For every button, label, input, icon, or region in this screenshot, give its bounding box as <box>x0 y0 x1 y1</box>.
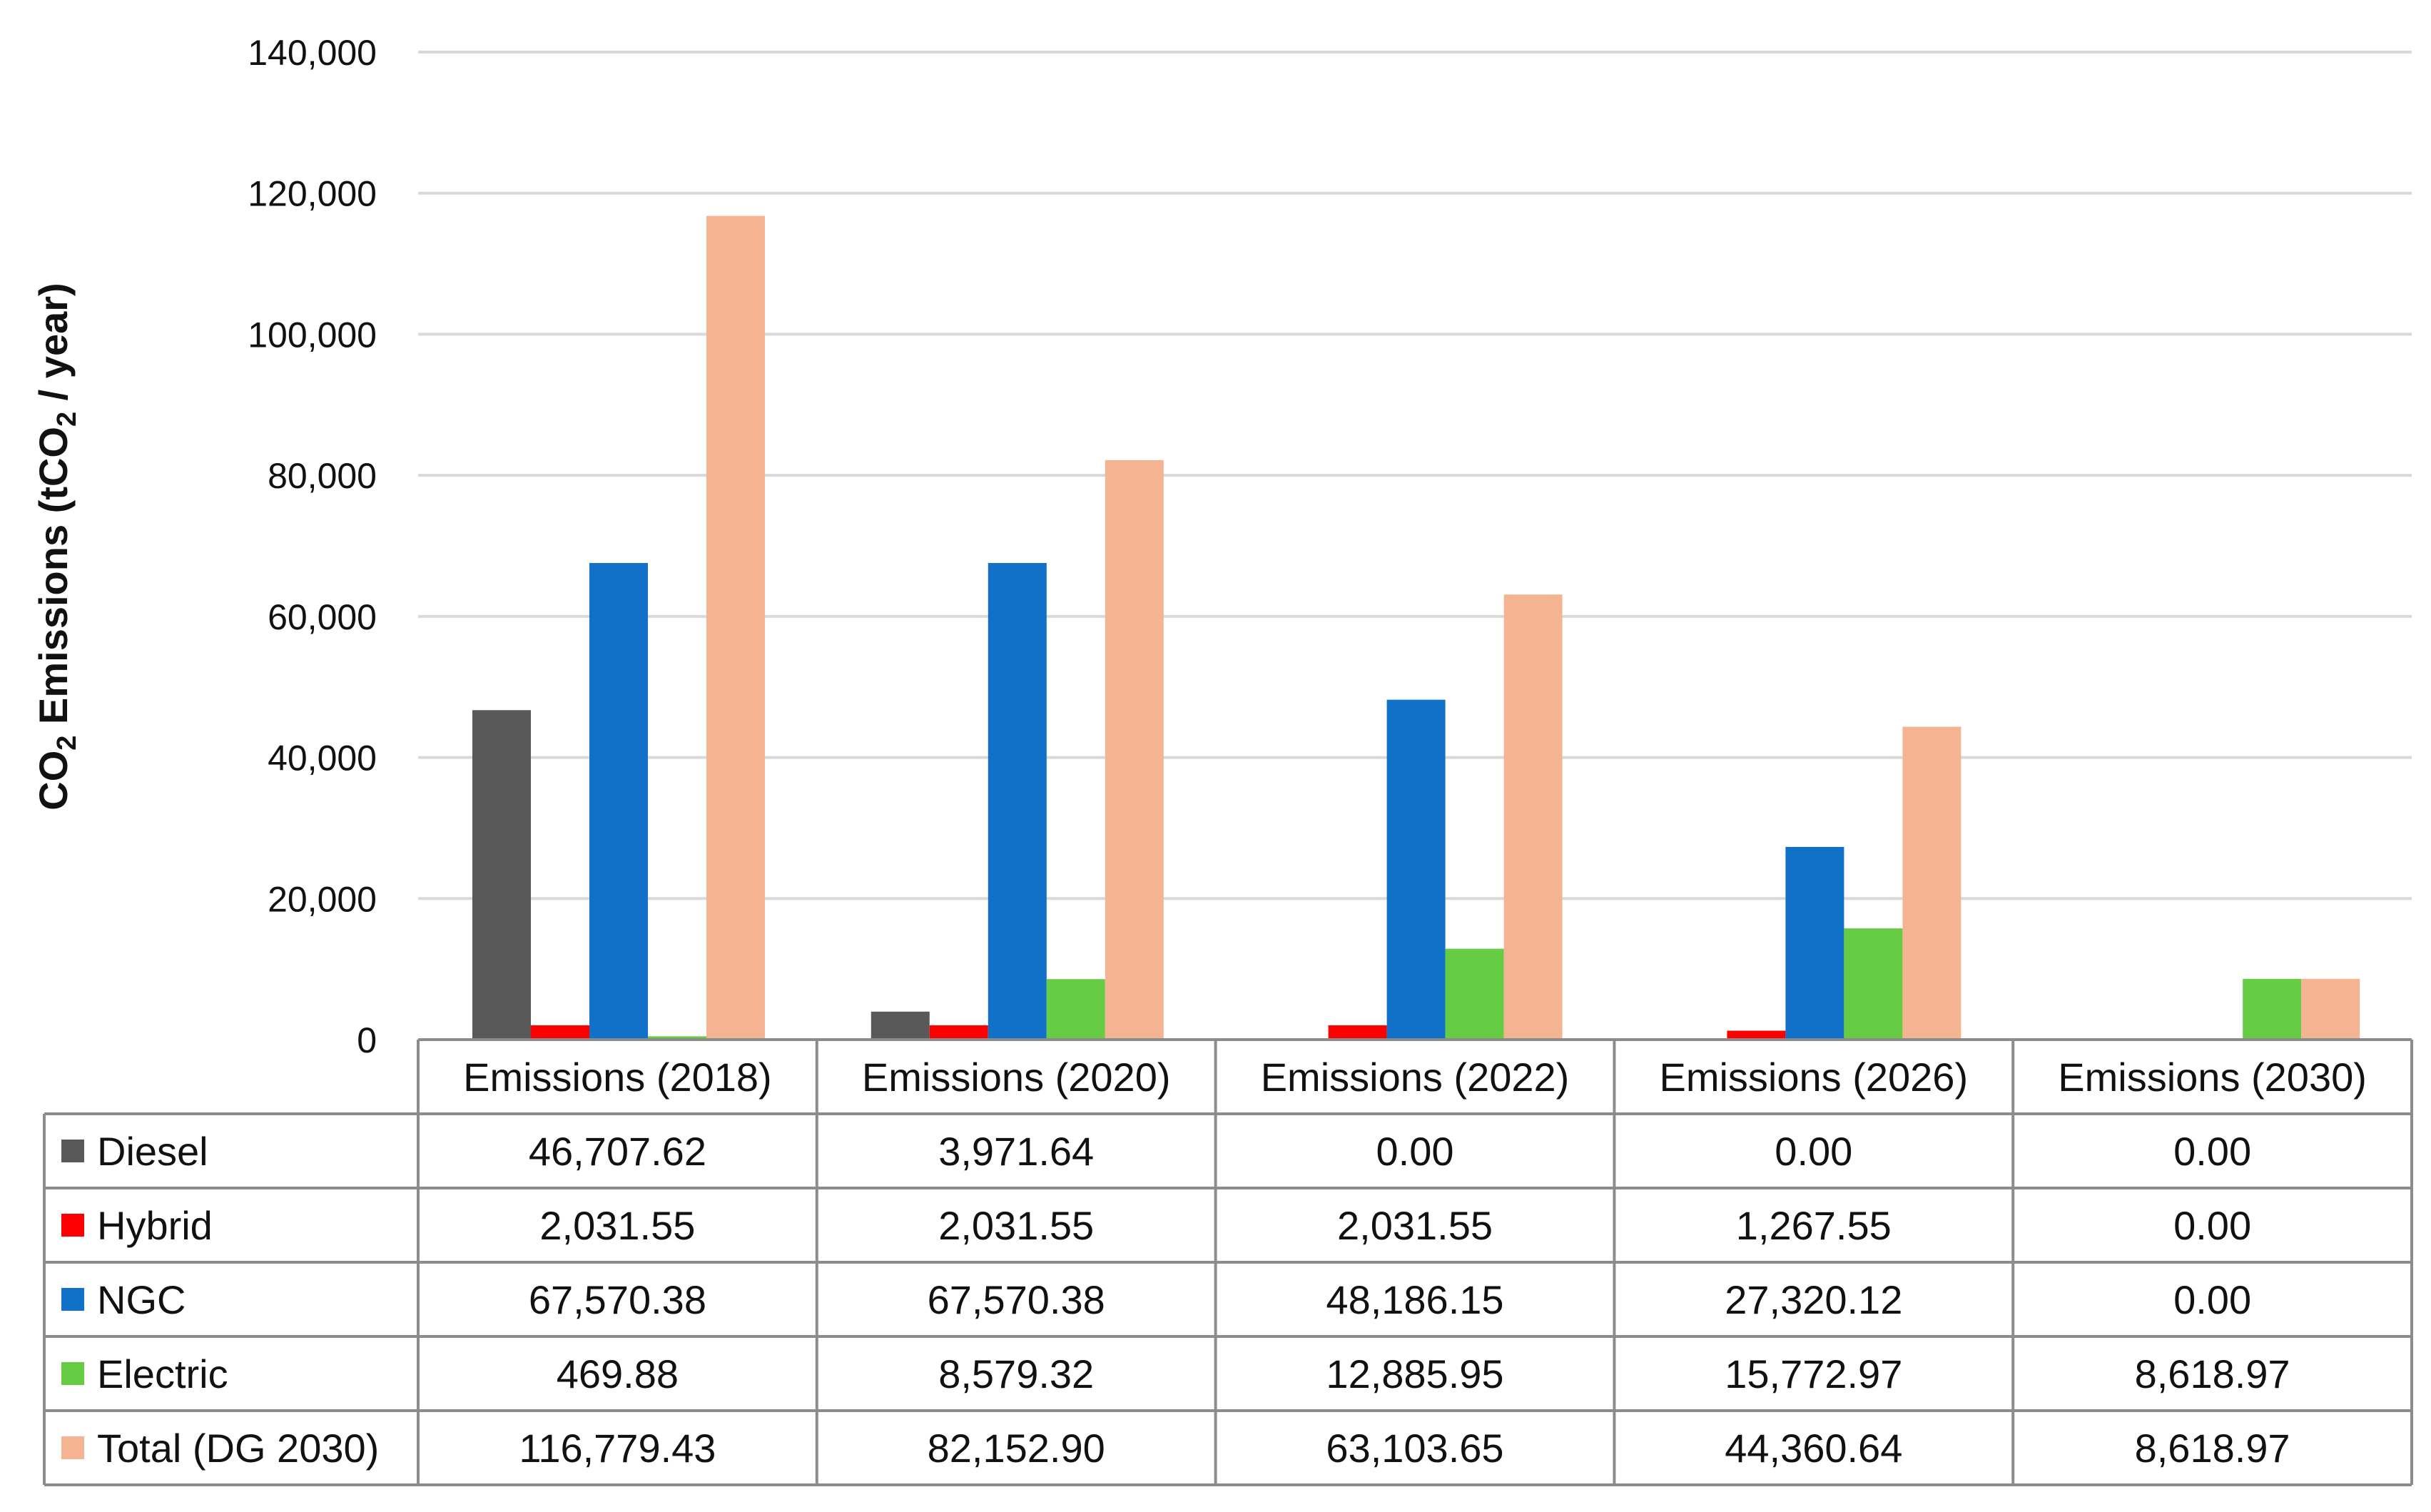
data-label: 82,152.90 <box>928 1426 1105 1471</box>
y-title-suffix: / year) <box>31 283 76 412</box>
data-label: 2,031.55 <box>1337 1203 1493 1248</box>
y-tick-label: 80,000 <box>268 456 377 496</box>
bar-electric-1 <box>648 1036 706 1040</box>
data-label: 2,031.55 <box>539 1203 695 1248</box>
series-name: Total (DG 2030) <box>97 1426 379 1471</box>
data-label: 2,031.55 <box>938 1203 1094 1248</box>
bar-hybrid-3 <box>1328 1025 1387 1040</box>
data-label: 8,618.97 <box>2135 1351 2290 1396</box>
bar-hybrid-2 <box>929 1025 988 1040</box>
legend-swatch <box>61 1214 84 1237</box>
data-label: 116,779.43 <box>519 1426 716 1471</box>
bar-total-dg-2030--1 <box>706 215 765 1040</box>
data-label: 1,267.55 <box>1736 1203 1892 1248</box>
data-label: 12,885.95 <box>1326 1351 1503 1396</box>
data-label: 8,618.97 <box>2135 1426 2290 1471</box>
category-header: Emissions (2030) <box>2058 1055 2367 1100</box>
legend-swatch <box>61 1436 84 1459</box>
series-name: Diesel <box>97 1129 208 1174</box>
data-label: 15,772.97 <box>1725 1351 1902 1396</box>
data-label: 8,579.32 <box>938 1351 1094 1396</box>
bar-ngc-1 <box>589 563 648 1040</box>
category-header: Emissions (2022) <box>1261 1055 1570 1100</box>
y-axis-ticks: 0 20,000 40,000 60,000 80,000 100,000 120,000 1… <box>248 33 377 1060</box>
data-label: 63,103.65 <box>1326 1426 1503 1471</box>
bar-ngc-3 <box>1386 699 1446 1040</box>
bars <box>472 215 2360 1040</box>
bar-electric-5 <box>2243 978 2302 1040</box>
y-tick-label: 140,000 <box>248 33 377 73</box>
data-label: 44,360.64 <box>1725 1426 1902 1471</box>
bar-electric-4 <box>1844 928 1903 1040</box>
legend-swatch <box>61 1288 84 1311</box>
legend-swatch <box>61 1362 84 1385</box>
series-name: Hybrid <box>97 1203 213 1248</box>
data-label: 67,570.38 <box>928 1277 1105 1322</box>
data-label: 48,186.15 <box>1326 1277 1503 1322</box>
bar-ngc-2 <box>988 563 1047 1040</box>
category-header: Emissions (2026) <box>1659 1055 1968 1100</box>
y-axis-title: CO2 Emissions (tCO2 / year) <box>31 283 82 810</box>
y-tick-label: 40,000 <box>268 739 377 778</box>
bar-total-dg-2030--5 <box>2301 978 2360 1040</box>
y-title-middle: Emissions (tCO <box>31 427 76 736</box>
bar-ngc-4 <box>1785 846 1844 1040</box>
bar-hybrid-4 <box>1727 1030 1786 1040</box>
bar-electric-2 <box>1046 979 1105 1040</box>
data-label: 0.00 <box>1376 1129 1454 1174</box>
y-tick-label: 20,000 <box>268 879 377 919</box>
y-tick-label: 120,000 <box>248 174 377 214</box>
bar-total-dg-2030--3 <box>1503 594 1563 1040</box>
bar-total-dg-2030--2 <box>1105 460 1164 1040</box>
series-name: Electric <box>97 1351 228 1396</box>
bar-total-dg-2030--4 <box>1902 726 1961 1040</box>
bar-electric-3 <box>1445 948 1504 1040</box>
legend-swatch <box>61 1140 84 1162</box>
data-label: 0.00 <box>2173 1277 2251 1322</box>
y-tick-label: 100,000 <box>248 315 377 355</box>
series-name: NGC <box>97 1277 186 1322</box>
bar-diesel-1 <box>472 710 531 1040</box>
bar-diesel-2 <box>871 1011 930 1040</box>
y-tick-label: 0 <box>357 1020 377 1060</box>
data-label: 67,570.38 <box>529 1277 706 1322</box>
data-label: 3,971.64 <box>938 1129 1094 1174</box>
data-table: Emissions (2018) Emissions (2020) Emission… <box>43 1038 2413 1486</box>
data-label: 0.00 <box>1775 1129 1852 1174</box>
data-label: 469.88 <box>557 1351 679 1396</box>
y-title-sub: 2 <box>52 736 82 751</box>
category-header: Emissions (2018) <box>463 1055 772 1100</box>
data-label: 27,320.12 <box>1725 1277 1902 1322</box>
category-header: Emissions (2020) <box>862 1055 1171 1100</box>
y-title-sub2: 2 <box>52 412 82 427</box>
y-tick-label: 60,000 <box>268 597 377 637</box>
data-label: 0.00 <box>2173 1203 2251 1248</box>
y-title-prefix: CO <box>31 751 76 811</box>
data-label: 46,707.62 <box>529 1129 706 1174</box>
bar-hybrid-1 <box>531 1025 589 1040</box>
data-label: 0.00 <box>2173 1129 2251 1174</box>
